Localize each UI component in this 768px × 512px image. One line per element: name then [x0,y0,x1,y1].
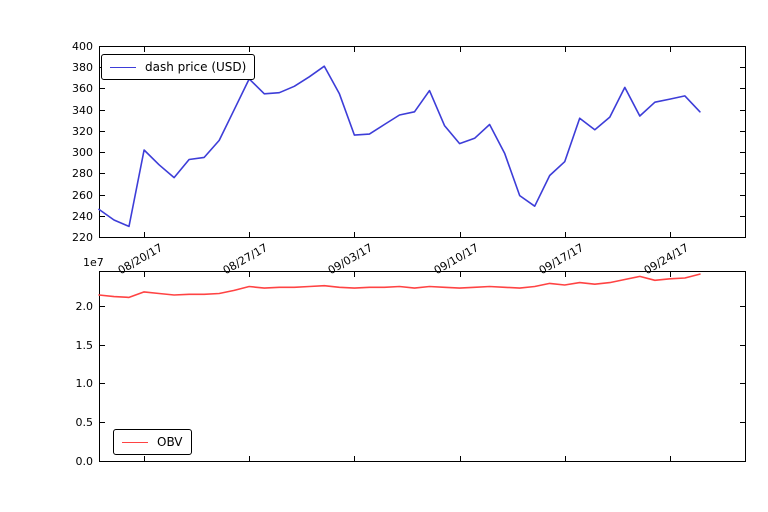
y-tick-label: 1.0 [75,377,94,390]
y-tick-label: 340 [72,104,93,117]
price-axes-box [99,46,746,238]
y-tick-label: 260 [72,189,93,202]
legend-obv: OBV [113,429,192,455]
y-tick-label: 0.0 [75,455,94,468]
legend-line-sample-obv [122,441,148,443]
y-tick-label: 1.5 [75,339,94,352]
dash-price-line [98,65,701,228]
y-tick-label: 360 [72,82,93,95]
y-tick-label: 280 [72,167,93,180]
legend-label-dash-price: dash price (USD) [145,60,247,74]
y-tick-label: 380 [72,61,93,74]
y-tick-label: 240 [72,210,93,223]
obv-axes-box [99,271,746,462]
legend-dash-price: dash price (USD) [101,54,256,80]
y-tick-label: 2.0 [75,300,94,313]
y-axis-offset-label: 1e7 [83,256,104,269]
y-tick-label: 0.5 [75,416,94,429]
legend-label-obv: OBV [157,435,183,449]
y-tick-label: 320 [72,125,93,138]
y-tick-label: 400 [72,40,93,53]
legend-line-sample-dash-price [110,66,136,68]
y-tick-label: 300 [72,146,93,159]
obv-line [98,273,701,299]
y-tick-label: 220 [72,231,93,244]
